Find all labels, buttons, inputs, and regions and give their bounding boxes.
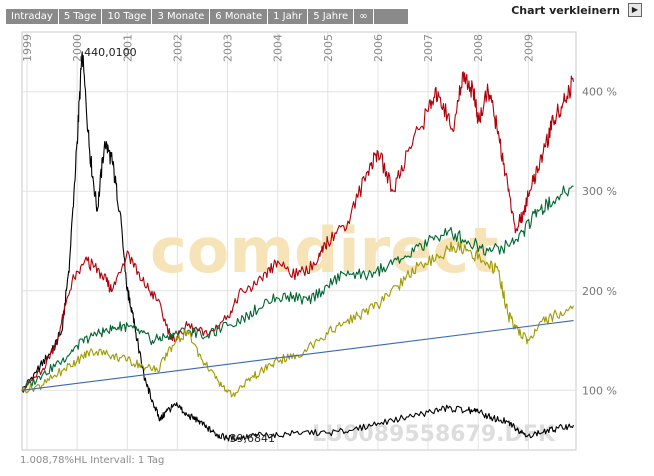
series-line bbox=[21, 185, 574, 391]
x-tick-label: 2005 bbox=[322, 34, 335, 62]
symbol-label: LU0089558679.DFK bbox=[312, 422, 556, 447]
watermark-text: comdirect bbox=[150, 214, 499, 287]
y-tick-label: 300 % bbox=[582, 185, 617, 198]
x-tick-label: 2006 bbox=[372, 34, 385, 62]
annotation-label: 440,0100 bbox=[84, 46, 137, 59]
tab-max[interactable]: ∞ bbox=[354, 9, 373, 24]
tick-layer: 1999 2000 2001 2002 2003 2004 2005 2006 2007 2008… bbox=[21, 34, 617, 397]
triangle-right-icon: ▶ bbox=[631, 5, 639, 14]
series-line bbox=[21, 320, 574, 391]
tab-intraday[interactable]: Intraday bbox=[6, 9, 58, 24]
x-tick-label: 2009 bbox=[522, 34, 535, 62]
shrink-chart-link[interactable]: Chart verkleinern bbox=[511, 3, 620, 17]
x-tick-label: 2004 bbox=[272, 34, 285, 62]
series-line bbox=[21, 51, 575, 442]
series-layer bbox=[21, 51, 575, 442]
tab-1-jahr[interactable]: 1 Jahr bbox=[268, 9, 308, 24]
x-tick-label: 2002 bbox=[171, 34, 184, 62]
y-tick-label: 100 % bbox=[582, 384, 617, 397]
x-tick-label: 2001 bbox=[121, 34, 134, 62]
chart-shrink-control: Chart verkleinern ▶ bbox=[511, 3, 642, 17]
y-tick-label: 400 % bbox=[582, 86, 617, 99]
tab-5-tage[interactable]: 5 Tage bbox=[58, 9, 102, 24]
x-tick-label: 2008 bbox=[472, 34, 485, 62]
annotation-layer: 440,0100 39,6841 bbox=[84, 46, 275, 445]
range-tabs: Intraday 5 Tage 10 Tage 3 Monate 6 Monat… bbox=[6, 9, 408, 24]
annotation-label: 39,6841 bbox=[230, 432, 276, 445]
footer-note: 1.008,78%HL Intervall: 1 Tag bbox=[20, 455, 164, 466]
x-tick-label: 2000 bbox=[71, 34, 84, 62]
shrink-chart-button[interactable]: ▶ bbox=[628, 3, 642, 17]
tab-bar-filler bbox=[373, 9, 408, 24]
x-tick-label: 1999 bbox=[21, 34, 34, 62]
x-tick-label: 2007 bbox=[422, 34, 435, 62]
series-line bbox=[21, 71, 575, 393]
y-tick-label: 200 % bbox=[582, 285, 617, 298]
tab-10-tage[interactable]: 10 Tage bbox=[102, 9, 152, 24]
tab-6-monate[interactable]: 6 Monate bbox=[210, 9, 268, 24]
tab-3-monate[interactable]: 3 Monate bbox=[152, 9, 210, 24]
tab-5-jahre[interactable]: 5 Jahre bbox=[308, 9, 354, 24]
x-tick-label: 2003 bbox=[222, 34, 235, 62]
